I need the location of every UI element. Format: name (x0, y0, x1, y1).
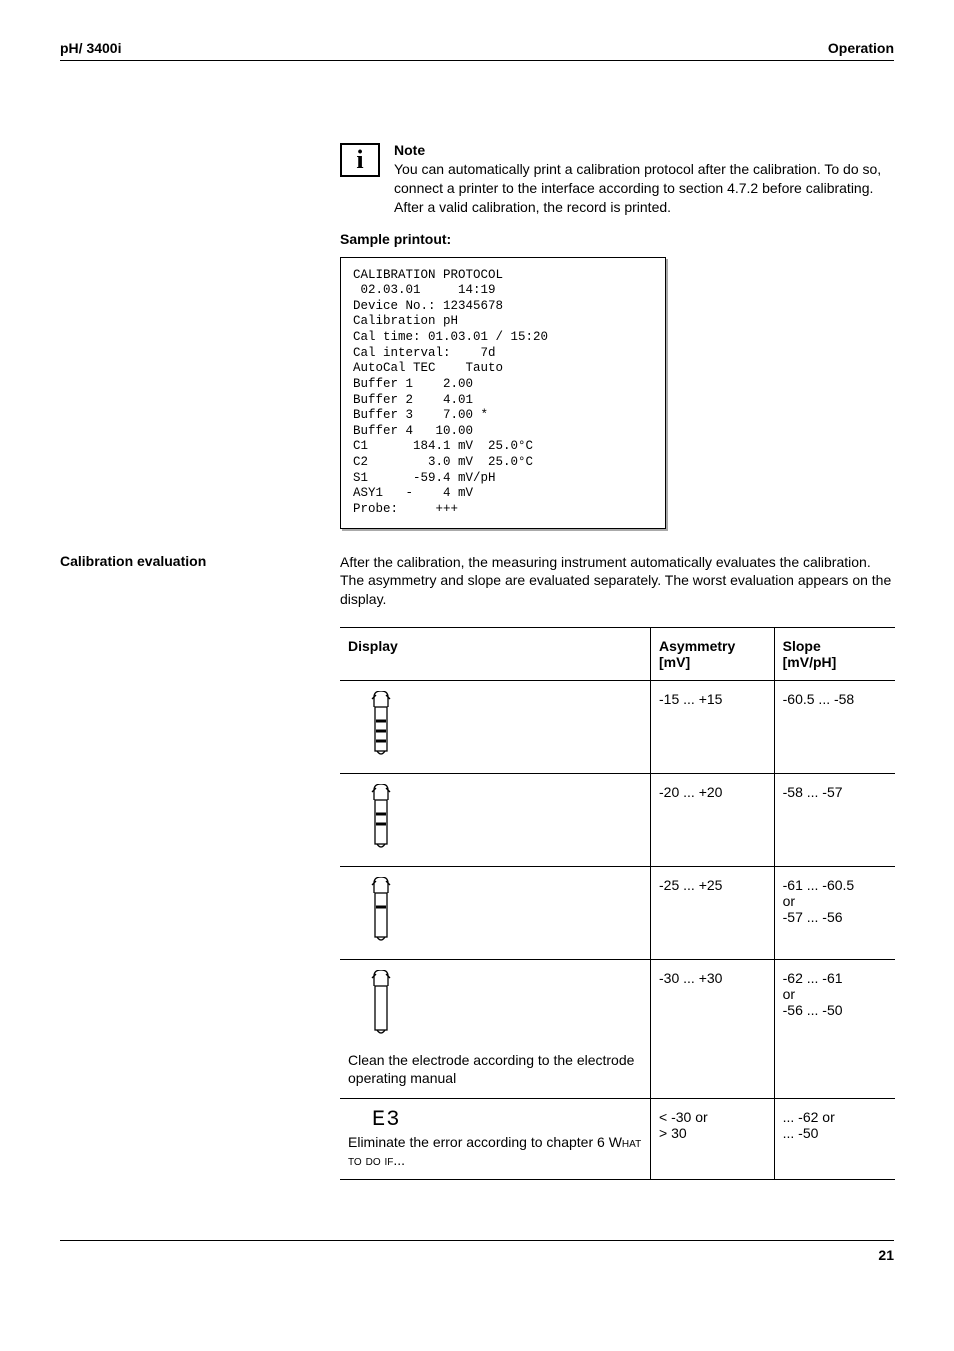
cell-asymmetry: -20 ... +20 (651, 774, 775, 867)
row-description: Clean the electrode according to the ele… (348, 1051, 642, 1087)
page-header: pH/ 3400i Operation (60, 40, 894, 61)
probe-icon (368, 970, 394, 1038)
table-row: Clean the electrode according to the ele… (340, 960, 895, 1098)
calibration-evaluation-text: After the calibration, the measuring ins… (340, 553, 894, 610)
note-block: i Note You can automatically print a cal… (340, 141, 894, 217)
cell-asymmetry: < -30 or > 30 (651, 1098, 775, 1179)
cell-display (340, 681, 651, 774)
row-description: Eliminate the error according to chapter… (348, 1133, 642, 1169)
cell-slope: -62 ... -61 or -56 ... -50 (774, 960, 895, 1098)
cell-slope: -60.5 ... -58 (774, 681, 895, 774)
info-icon: i (340, 143, 380, 177)
cell-display (340, 867, 651, 960)
note-body: You can automatically print a calibratio… (394, 161, 881, 215)
printout-box: CALIBRATION PROTOCOL 02.03.01 14:19 Devi… (340, 257, 666, 529)
header-left: pH/ 3400i (60, 40, 121, 56)
calibration-evaluation-label: Calibration evaluation (60, 553, 340, 569)
th-display: Display (340, 628, 651, 681)
page-number: 21 (878, 1247, 894, 1263)
e3-icon: E3 (372, 1109, 642, 1131)
table-row: -15 ... +15-60.5 ... -58 (340, 681, 895, 774)
probe-icon (368, 877, 394, 945)
probe-icon (368, 784, 394, 852)
calibration-evaluation-section: Calibration evaluation After the calibra… (340, 553, 894, 610)
sample-printout-title: Sample printout: (340, 231, 894, 247)
cell-asymmetry: -30 ... +30 (651, 960, 775, 1098)
cell-slope: ... -62 or ... -50 (774, 1098, 895, 1179)
cell-slope: -58 ... -57 (774, 774, 895, 867)
note-title: Note (394, 142, 425, 158)
cell-display (340, 774, 651, 867)
probe-icon (368, 691, 394, 759)
cell-display: E3Eliminate the error according to chapt… (340, 1098, 651, 1179)
cell-asymmetry: -25 ... +25 (651, 867, 775, 960)
table-row: -20 ... +20-58 ... -57 (340, 774, 895, 867)
page-footer: 21 (60, 1240, 894, 1263)
header-right: Operation (828, 40, 894, 56)
th-slope: Slope [mV/pH] (774, 628, 895, 681)
table-row: -25 ... +25-61 ... -60.5 or -57 ... -56 (340, 867, 895, 960)
evaluation-table: Display Asymmetry [mV] Slope [mV/pH] -15… (340, 627, 895, 1180)
th-asymmetry: Asymmetry [mV] (651, 628, 775, 681)
cell-display: Clean the electrode according to the ele… (340, 960, 651, 1098)
cell-asymmetry: -15 ... +15 (651, 681, 775, 774)
table-row: E3Eliminate the error according to chapt… (340, 1098, 895, 1179)
cell-slope: -61 ... -60.5 or -57 ... -56 (774, 867, 895, 960)
